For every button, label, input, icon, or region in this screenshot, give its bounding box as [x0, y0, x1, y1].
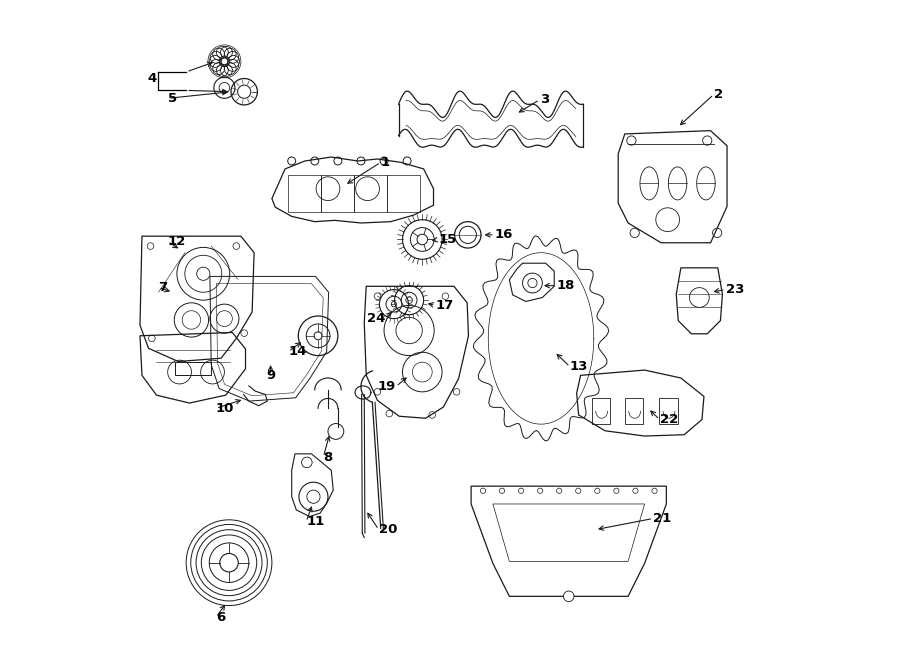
Text: 14: 14: [288, 345, 307, 358]
Text: 7: 7: [158, 281, 167, 294]
Text: 19: 19: [378, 380, 396, 393]
Text: 13: 13: [570, 360, 589, 373]
Bar: [592, 398, 610, 424]
Text: 4: 4: [148, 72, 157, 85]
Text: 18: 18: [557, 279, 575, 292]
Text: 16: 16: [495, 228, 513, 241]
Text: 9: 9: [266, 369, 275, 382]
Text: 23: 23: [725, 283, 744, 296]
Text: 24: 24: [367, 312, 385, 325]
Text: 6: 6: [216, 611, 225, 624]
Circle shape: [563, 591, 574, 602]
Text: 5: 5: [167, 92, 176, 105]
Text: 22: 22: [660, 413, 678, 426]
Text: 12: 12: [167, 235, 186, 248]
Text: 1: 1: [381, 156, 390, 169]
Bar: [659, 398, 678, 424]
Bar: [625, 398, 643, 424]
Text: 8: 8: [323, 451, 333, 463]
Text: 3: 3: [540, 93, 549, 106]
Text: 20: 20: [379, 524, 397, 536]
Text: 2: 2: [714, 88, 723, 101]
Text: 10: 10: [216, 402, 234, 415]
Text: 11: 11: [306, 516, 325, 528]
Text: 17: 17: [436, 299, 454, 312]
Text: 15: 15: [438, 233, 456, 246]
Text: 21: 21: [653, 512, 671, 525]
